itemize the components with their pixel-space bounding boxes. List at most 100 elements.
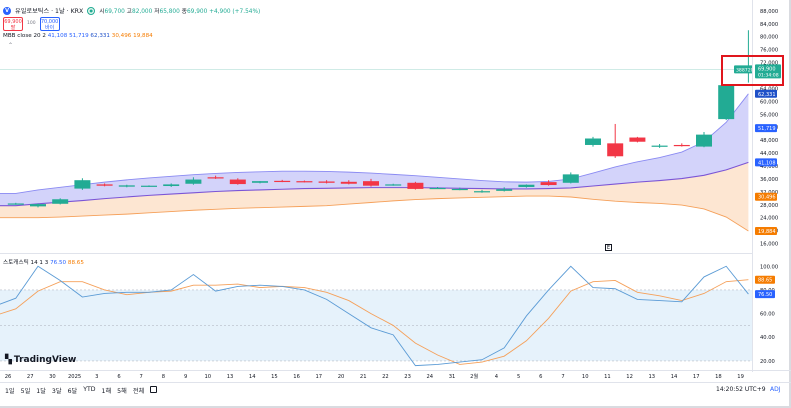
spread-value: 100 [27, 21, 36, 26]
time-tick-label: 7 [561, 374, 564, 380]
symbol-logo-icon[interactable]: V [3, 6, 11, 15]
current-price-label: 69,900 [758, 66, 776, 72]
cursor-value-tag [734, 65, 752, 74]
price-tick-label: 24,000 [760, 216, 778, 222]
price-axis-border [752, 0, 753, 372]
time-axis-border [0, 370, 791, 371]
sell-button[interactable]: 69,900 팔 [3, 17, 23, 31]
symbol-title[interactable]: 유일로보틱스 · 1날 · KRX [15, 8, 84, 15]
candle-body [451, 188, 468, 191]
candle-body [673, 144, 690, 147]
range-3m[interactable]: 3달 [51, 388, 62, 395]
bb-legend[interactable]: MBB close 20 2 41,108 51,719 62,331 30,4… [3, 33, 153, 39]
time-tick-label: 14 [671, 374, 678, 380]
price-tick-label: 72,000 [760, 61, 778, 67]
price-tag [755, 192, 777, 201]
candle-body [118, 185, 135, 187]
cursor-value-label: 388720 [736, 67, 752, 73]
calendar-icon[interactable] [150, 386, 158, 393]
pane-separator[interactable] [0, 253, 752, 254]
candle-body [207, 177, 224, 179]
price-tick-label: 80,000 [760, 35, 778, 41]
time-tick-label: 3 [95, 374, 98, 380]
stochastic-pane[interactable] [0, 256, 752, 370]
price-tick-label: 64,000 [760, 86, 778, 92]
bb-value-upper: 62,331 [90, 33, 110, 39]
price-tick-label: 60,000 [760, 99, 778, 105]
price-tick-label: 28,000 [760, 203, 778, 209]
price-chart[interactable]: 388720 [0, 0, 752, 252]
time-tick-label: 13 [648, 374, 655, 380]
time-tick-label: 26 [5, 374, 12, 380]
time-tick-label: 9 [184, 374, 187, 380]
candle-body [30, 204, 46, 207]
price-tick-label: 56,000 [760, 112, 778, 118]
tradingview-logo: ▚ TradingView [5, 355, 77, 365]
time-tick-label: 19 [737, 374, 744, 380]
range-all[interactable]: 전체 [132, 388, 145, 395]
countdown-label: 01:34:08 [758, 72, 779, 78]
range-1m[interactable]: 1달 [36, 388, 46, 395]
candle-body [252, 181, 268, 183]
range-1y[interactable]: 1해 [101, 388, 112, 395]
tradingview-mark-icon: ▚ [5, 355, 12, 365]
candle-body [585, 138, 601, 145]
toolbar-border [0, 382, 791, 383]
stoch-tick-label: 40.00 [760, 335, 775, 341]
price-tick-label: 44,000 [760, 151, 778, 157]
time-tick-label: 22 [382, 374, 389, 380]
range-toolbar: 1일 5일 1달 3달 6달 YTD 1해 5해 전체 [5, 386, 158, 395]
candle-body [496, 189, 513, 191]
bb-value-lowest: 19,884 [133, 33, 153, 39]
go-to-button[interactable]: E [605, 244, 612, 251]
time-tick-label: 16 [293, 374, 300, 380]
stoch-legend[interactable]: 스토캐스틱 14 1 3 76.50 88.65 [3, 260, 84, 266]
buy-button[interactable]: 70,000 바이 [39, 17, 60, 31]
time-axis[interactable]: 26 27 30 2025 3 6 7 8 9 10 13 14 15 16 17 20 21 22 23 24 31 2… [0, 370, 752, 382]
time-tick-label: 23 [404, 374, 411, 380]
range-6m[interactable]: 6달 [67, 388, 78, 395]
clock[interactable]: 14:20:52 UTC+9 [716, 386, 766, 393]
time-tick-label: 11 [604, 374, 611, 380]
time-tick-label: 30 [49, 374, 56, 380]
candle-body [651, 145, 668, 147]
price-tag [755, 158, 777, 167]
candle-body [141, 185, 157, 187]
price-tick-label: 16,000 [760, 242, 778, 248]
candle-body [74, 180, 91, 189]
stoch-k-line [0, 265, 749, 367]
time-tick-label: 7 [140, 374, 143, 380]
bb-upper-line [0, 93, 749, 194]
price-tag-label: 19,884 [758, 229, 776, 235]
candle-body [607, 143, 624, 157]
range-ytd[interactable]: YTD [83, 386, 96, 393]
price-tick-label: 84,000 [760, 22, 778, 28]
candle-body [385, 184, 402, 186]
adj-toggle[interactable]: ADJ [770, 386, 781, 393]
time-tick-label: 21 [360, 374, 367, 380]
symbol-header: V 유일로보틱스 · 1날 · KRX ● 시69,700 고82,000 저6… [3, 5, 260, 16]
range-5d[interactable]: 5일 [20, 388, 31, 395]
candle-body [7, 203, 24, 205]
candle-body [407, 182, 424, 189]
candle-body [163, 184, 180, 187]
time-tick-label: 2025 [68, 374, 81, 380]
range-5y[interactable]: 5해 [117, 388, 127, 395]
price-tick-label: 40,000 [760, 164, 778, 170]
range-1d[interactable]: 1일 [5, 388, 15, 395]
quote-buttons: 69,900 팔 100 70,000 바이 [3, 17, 60, 31]
price-axis[interactable]: 88,00084,00080,00076,00072,00068,00064,0… [752, 0, 790, 252]
stoch-k-tag [755, 290, 775, 299]
time-tick-label: 2월 [470, 372, 478, 380]
time-tick-label: 6 [117, 374, 120, 380]
price-tag [755, 124, 777, 133]
price-tag [755, 89, 777, 98]
stoch-tick-label: 20.00 [760, 359, 775, 365]
collapse-legend-icon[interactable]: ⌃ [8, 42, 14, 49]
bb-value-basis: 41,108 [47, 33, 68, 39]
ohlc-values: 시69,700 고82,000 저65,800 종69,900 +4,900 (… [99, 9, 261, 15]
candle-body [318, 181, 335, 183]
stoch-k-label: 76.50 [758, 292, 772, 298]
eye-icon[interactable]: ● [87, 6, 96, 15]
